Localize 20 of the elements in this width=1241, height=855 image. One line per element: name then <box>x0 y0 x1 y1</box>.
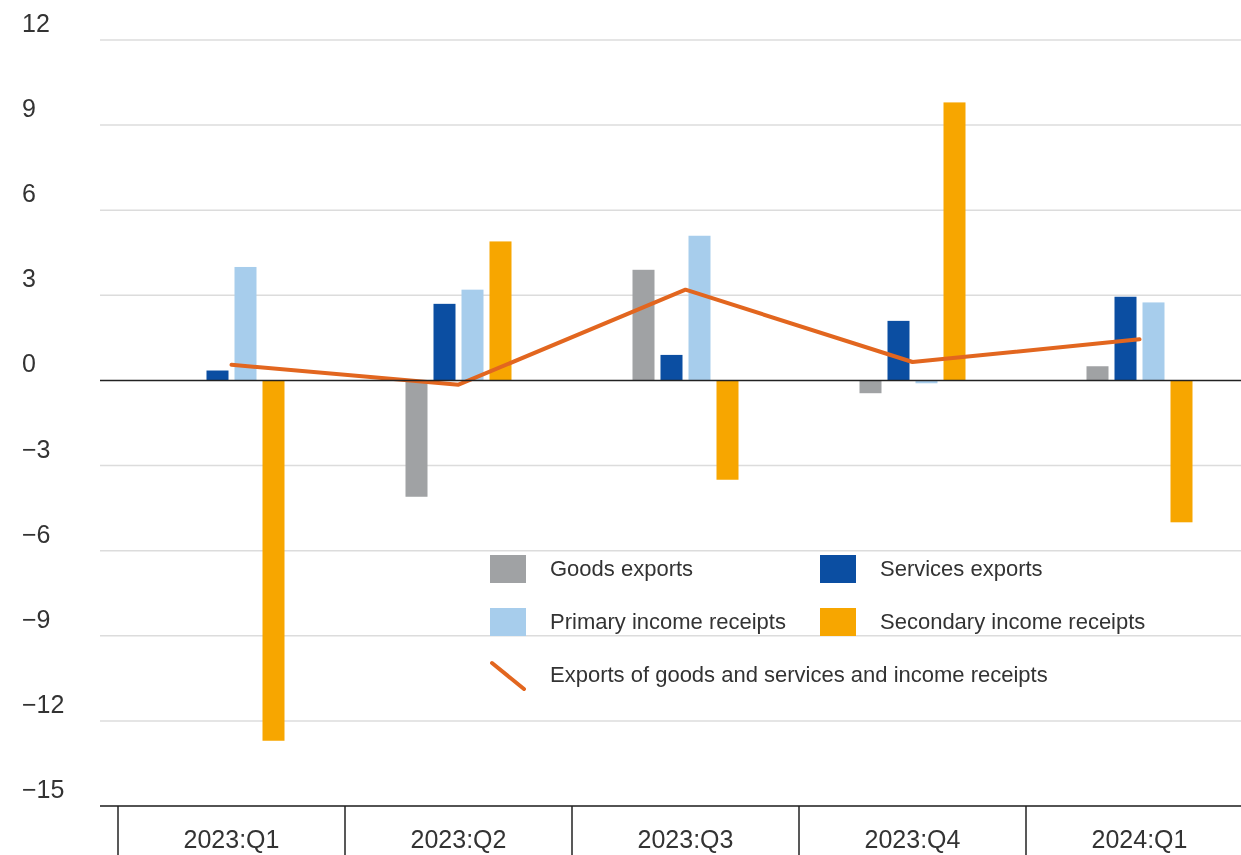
legend-label: Secondary income receipts <box>880 609 1146 634</box>
y-tick-label: −15 <box>22 775 65 803</box>
y-tick-label: −9 <box>22 604 51 633</box>
legend-label: Services exports <box>880 556 1043 581</box>
x-tick-label: 2023:Q4 <box>864 825 961 853</box>
y-tick-label: −12 <box>22 689 65 718</box>
y-tick-label: 3 <box>22 264 36 293</box>
y-tick-label: −3 <box>22 434 51 463</box>
x-tick-label: 2023:Q3 <box>637 825 734 853</box>
y-tick-label: 9 <box>22 94 36 123</box>
legend-label: Primary income receipts <box>550 609 786 634</box>
legend-label: Goods exports <box>550 556 694 581</box>
y-tick-label: 6 <box>22 179 36 208</box>
x-tick-label: 2023:Q1 <box>183 825 280 853</box>
y-tick-label: 12 <box>22 9 50 37</box>
legend-label: Exports of goods and services and income receipts <box>550 662 1048 687</box>
x-tick-label: 2023:Q2 <box>410 825 507 853</box>
y-tick-label: −6 <box>22 519 51 548</box>
x-tick-label: 2024:Q1 <box>1091 825 1188 853</box>
y-tick-label: 0 <box>22 349 36 378</box>
